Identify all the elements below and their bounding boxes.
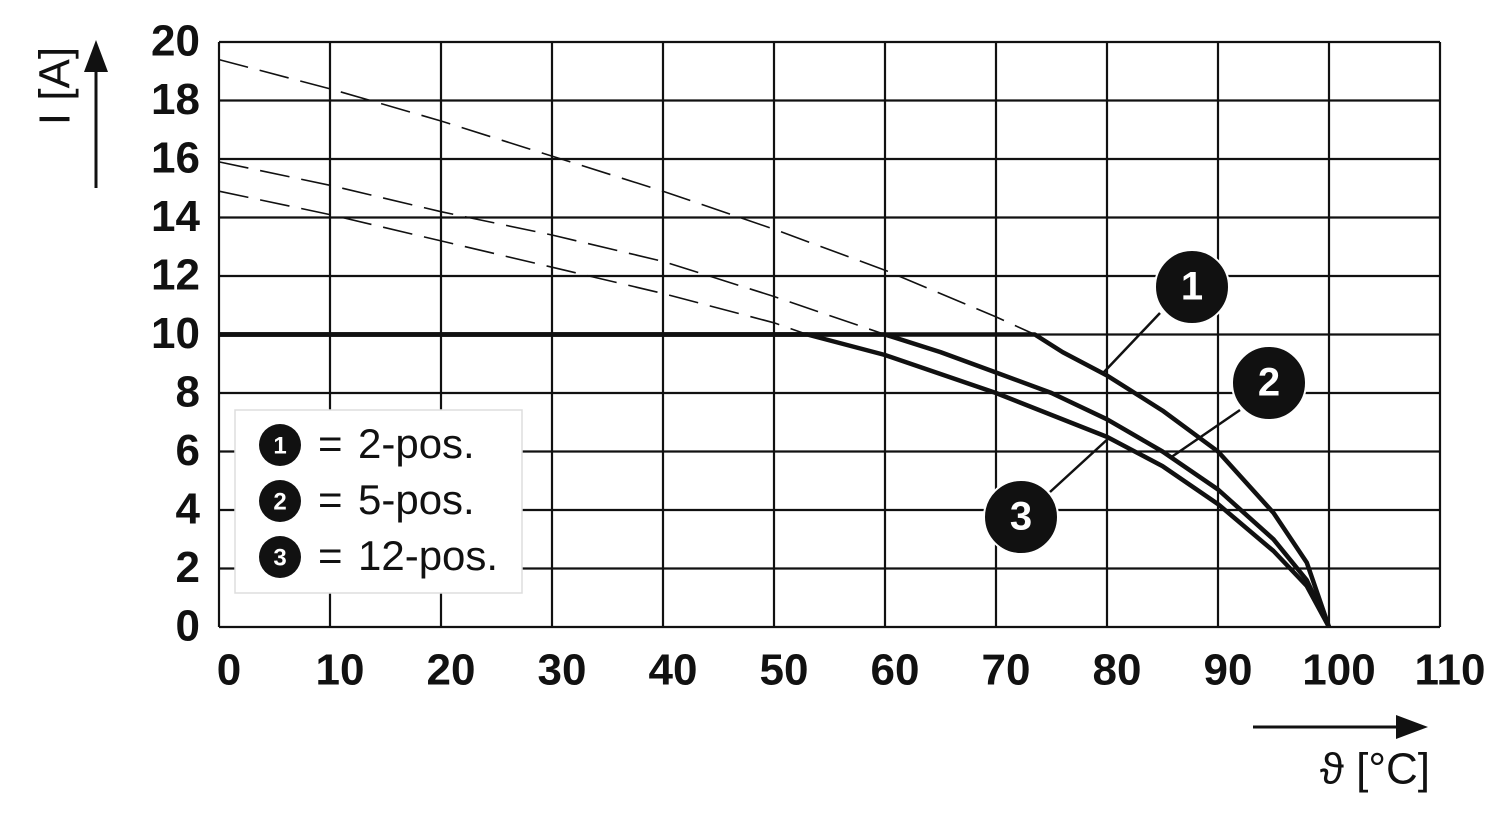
extrapolation-line xyxy=(218,58,1036,336)
derating-curve xyxy=(219,332,1331,629)
x-axis-arrowhead xyxy=(1396,715,1428,739)
legend-badge-text: 1 xyxy=(273,432,286,459)
y-axis-arrowhead xyxy=(84,40,108,72)
callout-badge-text: 2 xyxy=(1258,361,1280,405)
callout-leader xyxy=(1103,312,1161,373)
legend-separator: = xyxy=(318,476,343,523)
y-tick-label: 12 xyxy=(151,251,200,300)
y-tick-label: 6 xyxy=(176,426,200,475)
y-tick-label: 20 xyxy=(151,17,200,66)
x-tick-label: 0 xyxy=(217,646,241,695)
x-tick-label: 10 xyxy=(316,646,365,695)
y-tick-label: 16 xyxy=(151,134,200,183)
derating-curve xyxy=(219,332,1332,628)
x-tick-label: 100 xyxy=(1302,646,1375,695)
legend-separator: = xyxy=(318,420,343,467)
x-tick-label: 20 xyxy=(427,646,476,695)
legend-label: 2-pos. xyxy=(358,420,475,467)
y-tick-label: 14 xyxy=(151,192,200,241)
legend-badge xyxy=(259,536,301,578)
y-axis-label: I [A] xyxy=(31,47,80,125)
legend-badge-text: 3 xyxy=(273,544,286,571)
y-tick-label: 0 xyxy=(176,602,200,651)
extrapolation-line xyxy=(218,190,808,336)
legend-badge xyxy=(259,424,301,466)
x-axis-label: ϑ [°C] xyxy=(1320,745,1430,794)
x-tick-label: 30 xyxy=(538,646,587,695)
callout-badge-text: 3 xyxy=(1010,495,1032,539)
callout-badge xyxy=(1231,345,1307,421)
legend-separator: = xyxy=(318,532,343,579)
x-tick-label: 50 xyxy=(760,646,809,695)
derating-curve xyxy=(219,332,1332,628)
legend-label: 5-pos. xyxy=(358,476,475,523)
legend-badge xyxy=(259,480,301,522)
x-tick-label: 40 xyxy=(649,646,698,695)
callout-leader xyxy=(1169,408,1241,460)
x-tick-label: 110 xyxy=(1415,646,1486,695)
callout-leader xyxy=(1049,436,1111,493)
extrapolation-line xyxy=(218,161,886,336)
x-tick-label: 60 xyxy=(871,646,920,695)
y-tick-label: 4 xyxy=(176,485,201,534)
y-tick-label: 8 xyxy=(176,368,200,417)
legend-badge-text: 2 xyxy=(273,488,286,515)
y-tick-label: 10 xyxy=(151,309,200,358)
legend-label: 12-pos. xyxy=(358,532,498,579)
callout-badge xyxy=(1154,249,1230,325)
callout-badge xyxy=(983,479,1059,555)
x-tick-label: 70 xyxy=(982,646,1031,695)
legend: 1 = 2-pos. 2 = 5-pos. 3 = 12-pos. xyxy=(234,409,523,594)
callout-badge-text: 1 xyxy=(1181,265,1203,309)
y-tick-label: 18 xyxy=(151,75,200,124)
x-tick-label: 80 xyxy=(1093,646,1142,695)
y-tick-label: 2 xyxy=(176,543,200,592)
x-tick-label: 90 xyxy=(1204,646,1253,695)
